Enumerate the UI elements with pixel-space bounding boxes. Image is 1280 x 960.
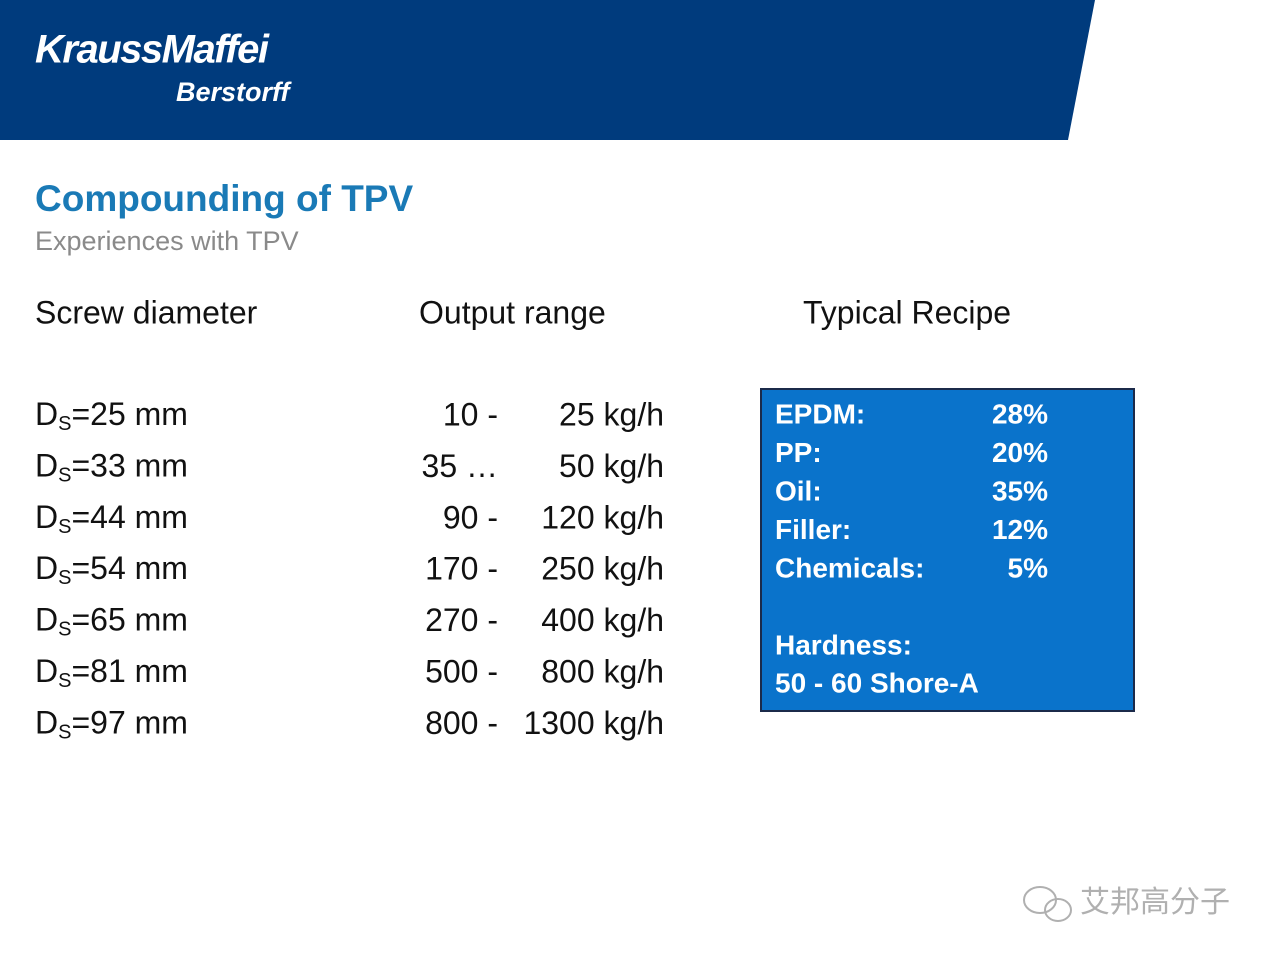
- recipe-value: 5%: [1008, 552, 1049, 583]
- output-low: 170 -: [425, 551, 498, 587]
- output-high: 800 kg/h: [541, 653, 664, 689]
- symbol: D: [35, 602, 58, 638]
- recipe-value: 20%: [992, 437, 1048, 468]
- rows: DS=25 mm 10 -25 kg/hDS=33 mm 35 … 50 kg/hDS…: [35, 396, 664, 743]
- symbol: D: [35, 448, 58, 484]
- recipe-value: 28%: [992, 398, 1048, 429]
- subtitle: Experiences with TPV: [35, 226, 299, 256]
- diameter: DS=25 mm: [35, 396, 188, 435]
- recipe-box: [760, 388, 1135, 712]
- division: Berstorff: [176, 77, 293, 107]
- diameter: DS=33 mm: [35, 448, 188, 487]
- output-high: 120 kg/h: [541, 499, 664, 535]
- diameter: DS=65 mm: [35, 602, 188, 641]
- watermark-icon: [1023, 886, 1072, 922]
- output-high: 400 kg/h: [541, 602, 664, 638]
- column-header: Output range: [419, 294, 606, 330]
- diameter: DS=44 mm: [35, 499, 188, 538]
- recipe-name: PP:: [775, 437, 822, 468]
- diameter-value: =54 mm: [71, 551, 187, 587]
- header-band: [0, 0, 1095, 140]
- output-high: 1300 kg/h: [523, 705, 664, 741]
- symbol: D: [35, 499, 58, 535]
- output-low: 500 -: [425, 653, 498, 689]
- column-header: Typical Recipe: [803, 294, 1011, 330]
- subscript: S: [58, 516, 71, 538]
- output-low: 90 -: [443, 499, 498, 535]
- diameter-value: =25 mm: [71, 396, 187, 432]
- diameter: DS=97 mm: [35, 705, 188, 744]
- subscript: S: [58, 670, 71, 692]
- hardness-label: Hardness:: [775, 629, 912, 660]
- subscript: S: [58, 619, 71, 641]
- symbol: D: [35, 653, 58, 689]
- diameter-value: =65 mm: [71, 602, 187, 638]
- subscript: S: [58, 413, 71, 435]
- recipe-name: Oil:: [775, 475, 822, 506]
- recipe: EPDM: 28% PP: 20% Oil: 35% Filler: 12% Chemicals…: [775, 398, 1048, 698]
- diameter-value: =44 mm: [71, 499, 187, 535]
- diameter-value: =81 mm: [71, 653, 187, 689]
- output-low: 800 -: [425, 705, 498, 741]
- diameter: DS=81 mm: [35, 653, 188, 692]
- symbol: D: [35, 705, 58, 741]
- recipe-name: Chemicals:: [775, 552, 924, 583]
- subscript: S: [58, 722, 71, 744]
- recipe-name: Filler:: [775, 514, 851, 545]
- recipe-value: 35%: [992, 475, 1048, 506]
- watermark: 艾邦高分子: [1080, 886, 1230, 919]
- subscript: S: [58, 465, 71, 487]
- brand: KraussMaffei: [35, 28, 270, 72]
- output-high: 50 kg/h: [559, 448, 664, 484]
- diameter-value: =97 mm: [71, 705, 187, 741]
- symbol: D: [35, 396, 58, 432]
- hardness-value: 50 - 60 Shore-A: [775, 667, 979, 698]
- output-low: 270 -: [425, 602, 498, 638]
- output-high: 25 kg/h: [559, 396, 664, 432]
- symbol: D: [35, 551, 58, 587]
- recipe-value: 12%: [992, 514, 1048, 545]
- title: Compounding of TPV: [35, 178, 413, 219]
- column-header: Screw diameter: [35, 294, 258, 330]
- output-high: 250 kg/h: [541, 551, 664, 587]
- diameter-value: =33 mm: [71, 448, 187, 484]
- recipe-name: EPDM:: [775, 398, 865, 429]
- subscript: S: [58, 567, 71, 589]
- output-low: 35 …: [422, 448, 498, 484]
- diameter: DS=54 mm: [35, 551, 188, 590]
- output-low: 10 -: [443, 396, 498, 432]
